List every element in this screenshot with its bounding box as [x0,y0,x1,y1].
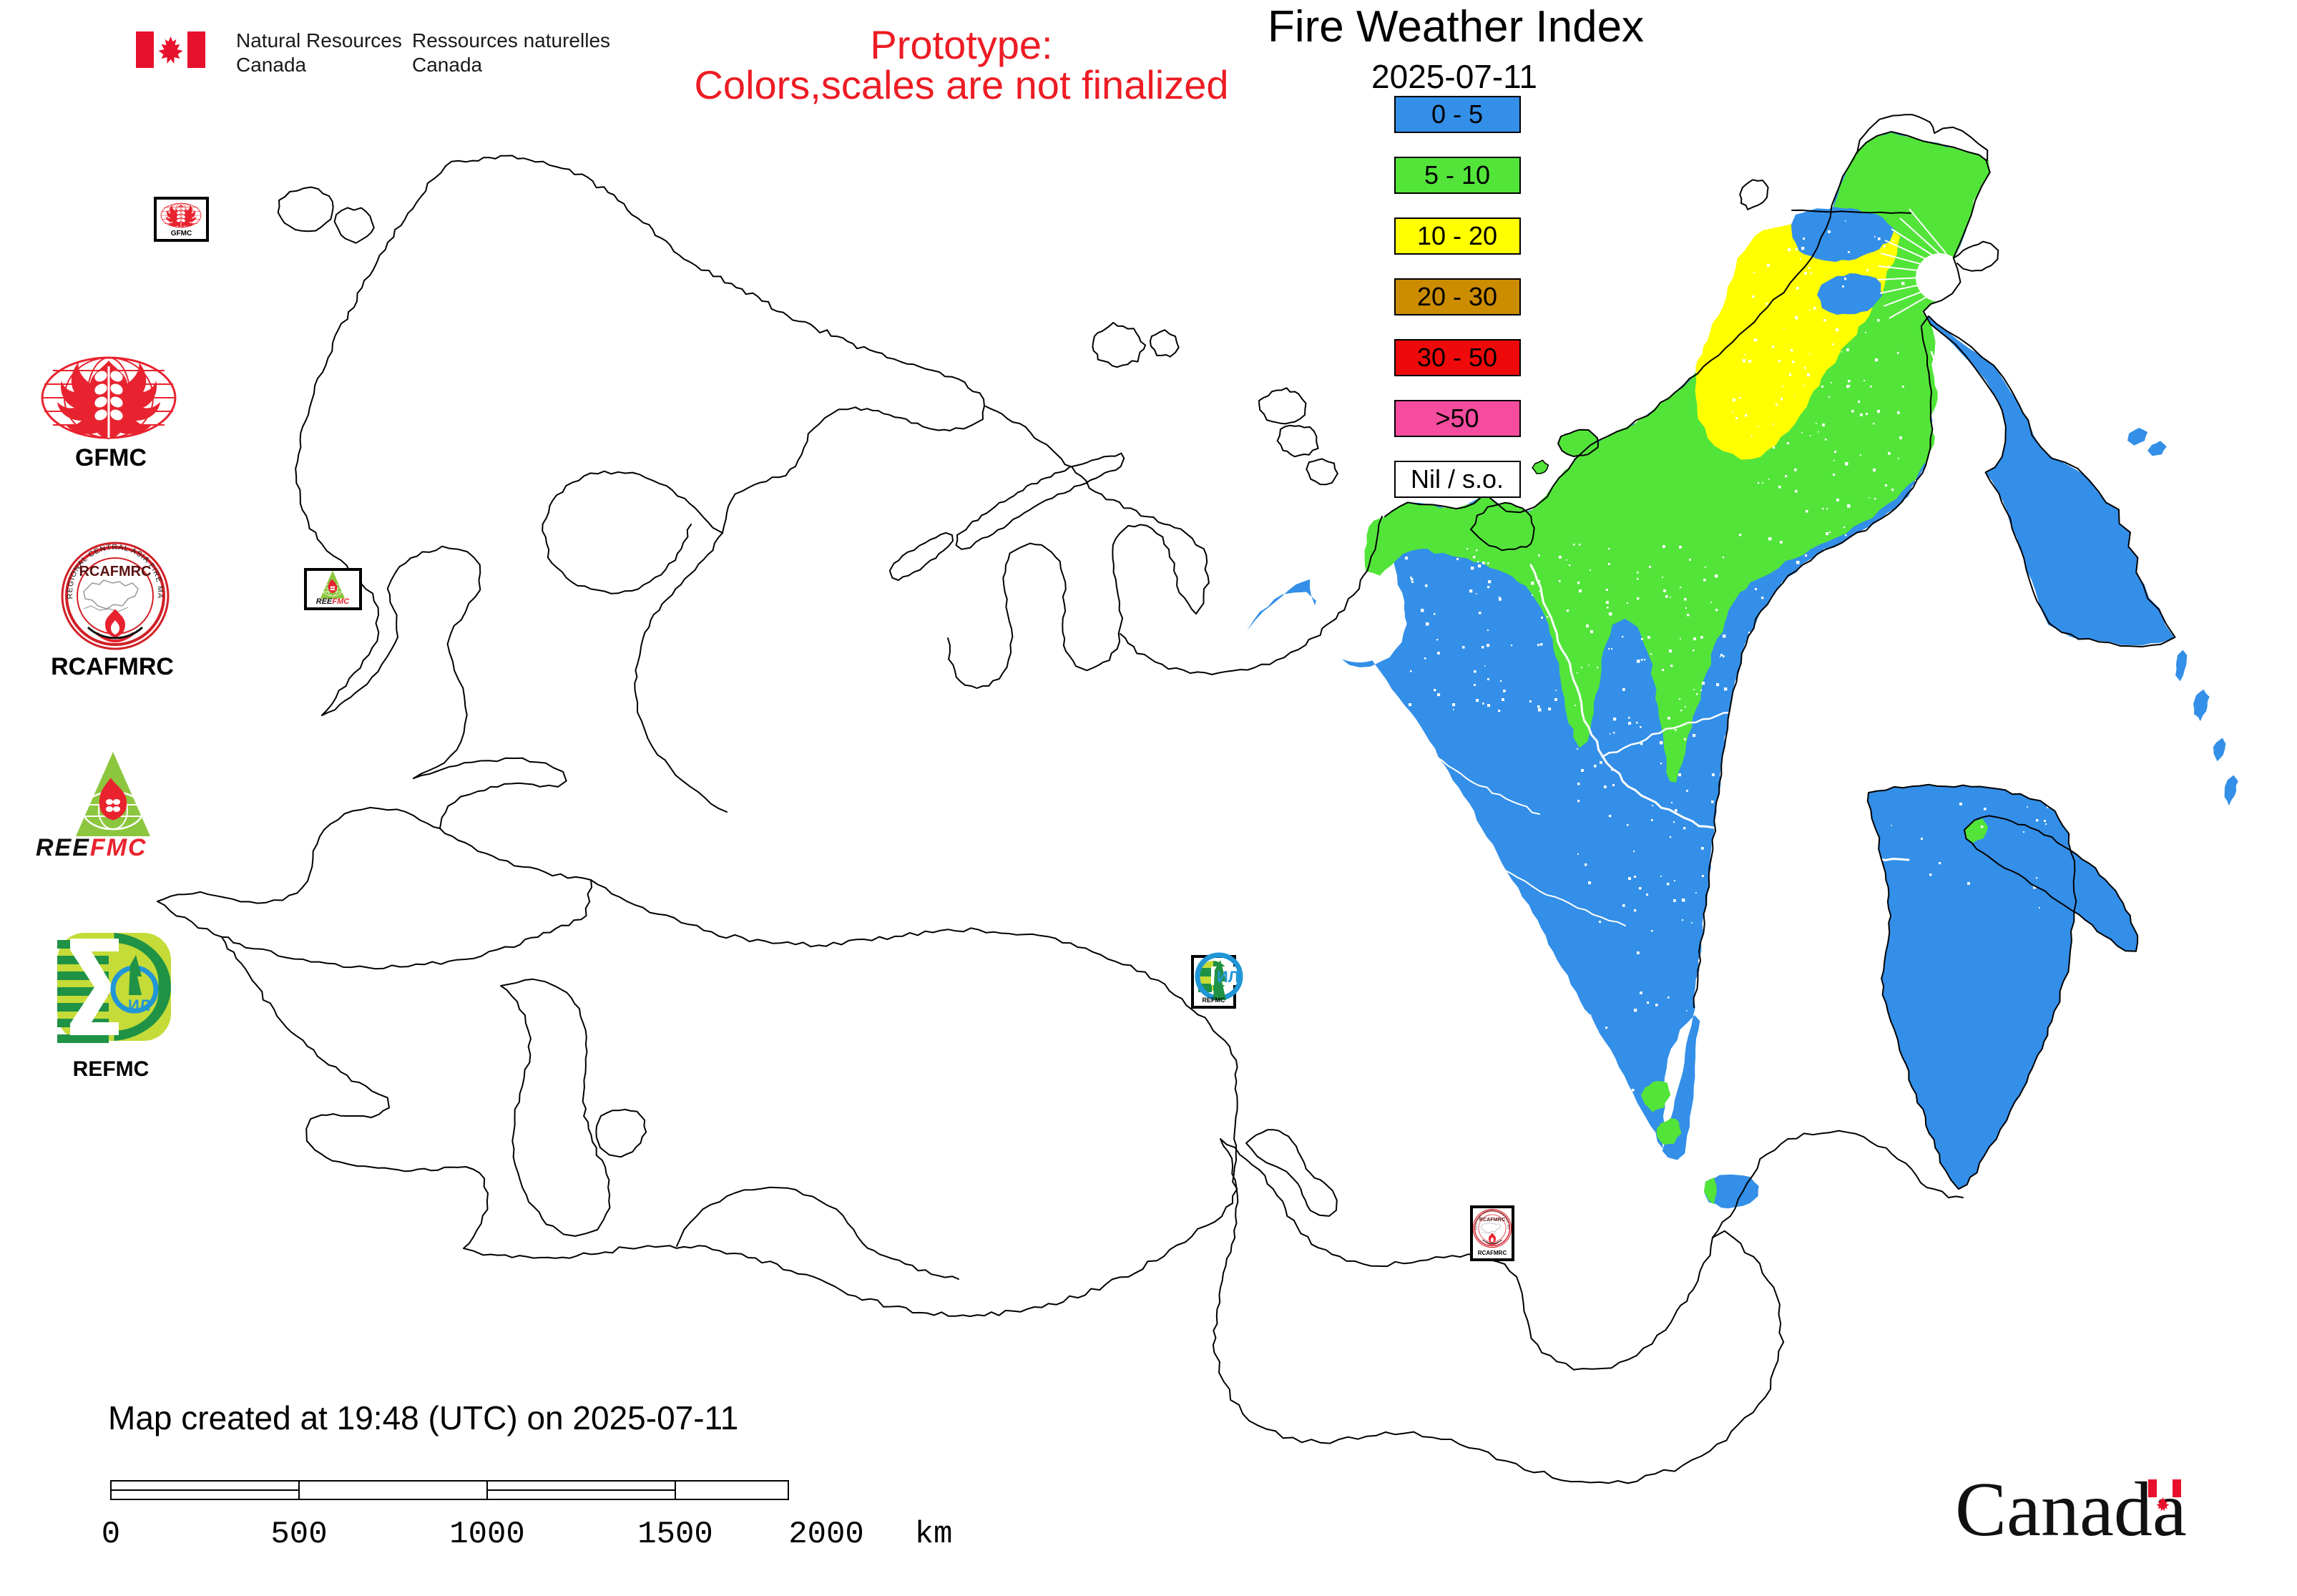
svg-text:Colors,scales are not finalize: Colors,scales are not finalized [694,62,1228,107]
svg-text:0: 0 [102,1517,120,1552]
svg-text:Canada: Canada [412,54,483,76]
svg-text:RCAFMRC: RCAFMRC [79,564,151,579]
svg-text:Natural Resources: Natural Resources [236,29,402,52]
svg-text:RCAFMRC: RCAFMRC [51,653,174,680]
svg-text:1500: 1500 [637,1517,713,1552]
svg-text:Prototype:: Prototype: [870,22,1052,67]
svg-text:GFMC: GFMC [75,444,147,471]
svg-text:RCAFMRC: RCAFMRC [1478,1250,1507,1256]
svg-text:REEFMC: REEFMC [316,597,351,606]
svg-text:Nil / s.o.: Nil / s.o. [1411,464,1504,494]
svg-text:0 - 5: 0 - 5 [1431,99,1483,129]
svg-text:30 - 50: 30 - 50 [1417,343,1497,372]
svg-text:500: 500 [270,1517,327,1552]
svg-text:RCAFMRC: RCAFMRC [1479,1216,1505,1223]
svg-text:Fire Weather Index: Fire Weather Index [1268,2,1644,52]
svg-text:Ressources naturelles: Ressources naturelles [412,29,610,52]
svg-text:ИЛ: ИЛ [128,997,150,1014]
svg-text:REFMC: REFMC [73,1057,150,1081]
svg-text:Map created at 19:48 (UTC) on: Map created at 19:48 (UTC) on 2025-07-11 [108,1399,738,1436]
svg-text:>50: >50 [1435,403,1479,433]
svg-text:10 - 20: 10 - 20 [1417,221,1497,250]
svg-text:ИЛ: ИЛ [1217,968,1239,986]
svg-text:GFMC: GFMC [171,230,192,238]
svg-text:Canada: Canada [1955,1467,2187,1552]
svg-text:1000: 1000 [449,1517,525,1552]
svg-text:2025-07-11: 2025-07-11 [1371,58,1537,95]
svg-text:2000: 2000 [788,1517,864,1552]
svg-text:km: km [915,1517,953,1552]
svg-text:5 - 10: 5 - 10 [1424,160,1490,190]
svg-text:REFMC: REFMC [1203,997,1225,1004]
svg-text:20 - 30: 20 - 30 [1417,282,1497,311]
svg-text:Canada: Canada [236,54,307,76]
svg-text:REEFMC: REEFMC [36,834,147,861]
